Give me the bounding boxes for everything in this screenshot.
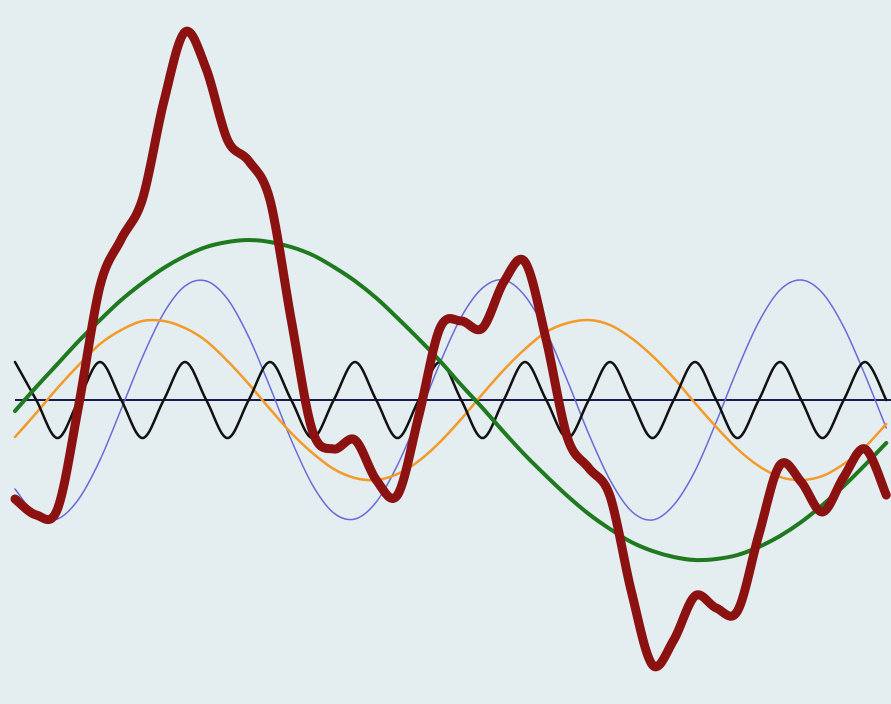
wave-line	[14, 278, 887, 521]
wave-line	[10, 26, 891, 672]
wave-line	[13, 318, 888, 482]
wave-line	[13, 238, 889, 563]
wave-line	[13, 360, 888, 440]
